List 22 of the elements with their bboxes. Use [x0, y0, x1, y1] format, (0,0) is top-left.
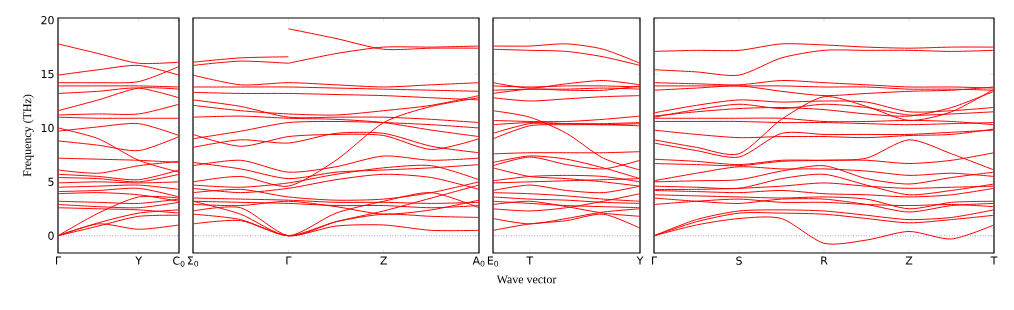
x-tick-label: Γ — [652, 256, 657, 265]
x-axis-title: Wave vector — [496, 275, 557, 284]
x-tick-label: T — [990, 256, 998, 265]
x-tick-label: C$_{0}$ — [173, 256, 185, 267]
x-tick-label: Y — [135, 256, 143, 265]
x-tick-label: Σ$_{0}$ — [187, 256, 199, 267]
x-tick-label: Γ — [56, 256, 61, 265]
y-tick-label: 0 — [48, 231, 54, 240]
x-tick-label: E$_{0}$ — [487, 256, 499, 267]
x-tick-label: Z — [905, 256, 913, 265]
x-tick-label: Z — [380, 256, 387, 265]
x-tick-label: A$_{0}$ — [472, 256, 485, 267]
y-tick-label: 15 — [41, 69, 54, 79]
y-tick-label: 10 — [41, 123, 54, 133]
y-tick-label: 20 — [41, 16, 54, 25]
x-tick-label: Y — [636, 256, 644, 265]
y-tick-label: 5 — [48, 177, 54, 186]
y-axis-title: Frequency (THz) — [22, 94, 34, 177]
x-tick-label: Γ — [286, 256, 292, 265]
x-tick-label: S — [736, 256, 742, 265]
x-tick-label: T — [526, 256, 534, 265]
x-tick-label: R — [821, 256, 828, 265]
